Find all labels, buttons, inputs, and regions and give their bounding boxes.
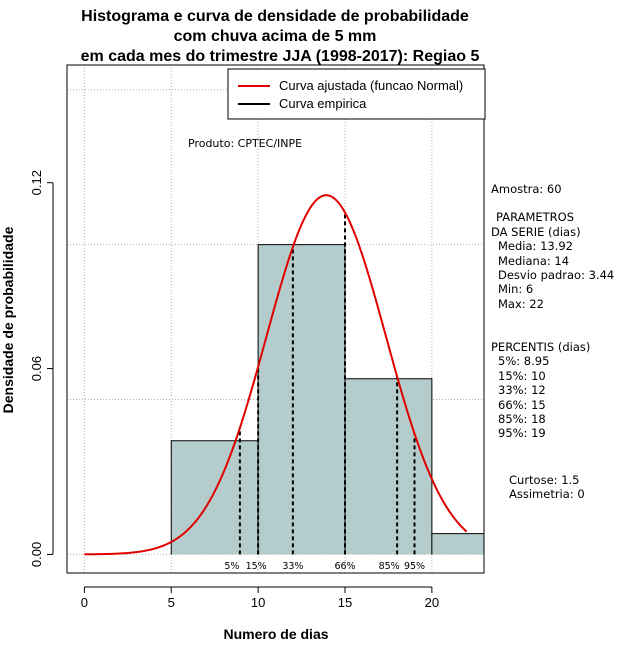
- legend-label-normal: Curva ajustada (funcao Normal): [279, 78, 463, 93]
- x-tick-label: 15: [338, 595, 352, 610]
- histogram-bars: [170, 244, 485, 555]
- stat-param-title-2: DA SERIE (dias): [491, 225, 581, 239]
- stat-media: Media: 13.92: [498, 239, 573, 253]
- stat-p66: 66%: 15: [498, 398, 546, 412]
- histogram-bar: [257, 244, 346, 555]
- stat-p15: 15%: 10: [498, 369, 546, 383]
- percentile-label: 95%: [404, 561, 425, 572]
- x-tick-label: 0: [81, 595, 88, 610]
- stat-assimetria: Assimetria: 0: [509, 487, 585, 501]
- normal-curve-group: [84, 194, 468, 556]
- stat-p85: 85%: 18: [498, 412, 546, 426]
- stat-p33: 33%: 12: [498, 383, 546, 397]
- stat-p95: 95%: 19: [498, 426, 546, 440]
- x-axis-title: Numero de dias: [223, 626, 328, 642]
- y-tick-label: 0.06: [29, 356, 44, 381]
- chart-title-line-3: em cada mes do trimestre JJA (1998-2017)…: [81, 48, 480, 65]
- axes: 0 5 10 15 20 0.00 0.06 0.12: [29, 170, 439, 610]
- stat-mediana: Mediana: 14: [498, 254, 569, 268]
- normal-curve: [84, 194, 468, 556]
- histogram-bar: [344, 378, 433, 555]
- stat-min: Min: 6: [498, 282, 533, 296]
- y-tick-label: 0.00: [29, 542, 44, 567]
- plot-frame: [66, 64, 485, 574]
- x-tick-label: 20: [425, 595, 439, 610]
- percentile-labels: 5% 15% 33% 66% 85% 95%: [224, 561, 425, 572]
- percentile-label: 85%: [379, 561, 400, 572]
- percentile-label: 66%: [334, 561, 355, 572]
- legend-box: [227, 68, 486, 120]
- histogram-bar: [170, 440, 259, 555]
- percentile-lines: [238, 212, 416, 555]
- stat-percentis-title: PERCENTIS (dias): [491, 340, 590, 354]
- stat-p5: 5%: 8.95: [498, 354, 549, 368]
- stat-amostra: Amostra: 60: [491, 182, 562, 196]
- stat-desvio: Desvio padrao: 3.44: [498, 268, 614, 282]
- percentile-label: 33%: [282, 561, 303, 572]
- legend: Curva ajustada (funcao Normal) Curva emp…: [227, 68, 486, 120]
- y-tick-label: 0.12: [29, 170, 44, 195]
- x-tick-label: 5: [168, 595, 175, 610]
- stat-curtose: Curtose: 1.5: [509, 473, 579, 487]
- histogram-bar: [431, 533, 485, 555]
- stat-param-title-1: PARAMETROS: [496, 210, 574, 224]
- legend-label-empirical: Curva empirica: [279, 96, 367, 111]
- percentile-label: 15%: [246, 561, 267, 572]
- stats-panel: Amostra: 60 PARAMETROS DA SERIE (dias) M…: [491, 182, 614, 501]
- percentile-label: 5%: [224, 561, 239, 572]
- y-axis-title: Densidade de probabilidade: [0, 226, 16, 413]
- chart-title-line-2: com chuva acima de 5 mm: [174, 28, 377, 45]
- product-annotation: Produto: CPTEC/INPE: [188, 137, 302, 150]
- chart-title-line-1: Histograma e curva de densidade de proba…: [81, 8, 469, 25]
- x-tick-label: 10: [251, 595, 265, 610]
- stat-max: Max: 22: [498, 297, 544, 311]
